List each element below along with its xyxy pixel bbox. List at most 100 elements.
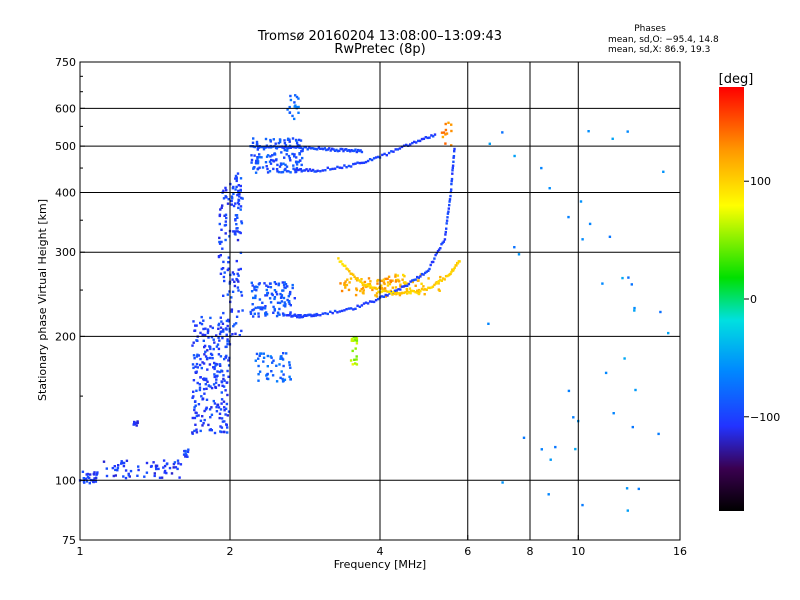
data-point (150, 464, 153, 468)
data-point (206, 331, 210, 335)
data-point (213, 366, 216, 369)
data-point (294, 170, 297, 174)
data-point (250, 161, 253, 164)
data-point (206, 368, 209, 371)
data-point (399, 292, 402, 295)
data-point (451, 169, 454, 172)
data-point (221, 330, 224, 333)
data-point (308, 146, 311, 149)
data-point (356, 278, 359, 281)
data-point (286, 285, 289, 288)
data-point (289, 98, 293, 102)
data-point (346, 268, 350, 271)
data-point (355, 287, 358, 290)
data-point (416, 289, 419, 292)
data-point (132, 423, 135, 426)
data-point (255, 140, 259, 144)
data-point (344, 280, 347, 283)
data-point (285, 153, 288, 156)
data-point (236, 272, 239, 275)
data-point (226, 338, 229, 341)
data-point (283, 286, 286, 289)
data-point (206, 380, 209, 383)
data-point (355, 150, 358, 154)
data-point (366, 159, 370, 163)
data-point (336, 149, 340, 153)
data-point (355, 339, 359, 342)
data-point (198, 388, 202, 392)
data-point (296, 144, 299, 147)
data-point (342, 149, 345, 153)
data-point (219, 326, 223, 329)
data-point (195, 431, 199, 434)
data-point (382, 295, 385, 298)
data-point (265, 165, 268, 168)
data-point (288, 138, 291, 141)
data-point (303, 145, 306, 149)
data-point (389, 279, 392, 282)
data-point (284, 283, 288, 286)
data-point (231, 333, 234, 336)
data-point (266, 154, 270, 157)
data-point (158, 476, 162, 479)
data-point (447, 207, 450, 210)
data-point (273, 297, 276, 301)
data-point (340, 309, 344, 313)
data-point (193, 429, 196, 433)
data-point (201, 397, 205, 400)
data-point (219, 316, 222, 319)
data-point (194, 365, 197, 368)
data-point (162, 466, 165, 469)
data-point (416, 275, 419, 279)
data-point (349, 307, 353, 310)
data-point (282, 162, 285, 165)
data-point (165, 471, 168, 475)
data-point (374, 286, 377, 290)
data-point (611, 137, 614, 140)
data-point (273, 309, 276, 312)
data-point (237, 289, 240, 292)
data-point (270, 356, 273, 359)
data-point (219, 364, 222, 367)
data-point (203, 353, 206, 356)
data-point (228, 235, 231, 238)
chart-title-line1: Tromsø 20160204 13:08:00–13:09:43 (257, 29, 502, 44)
data-point (301, 149, 304, 153)
data-point (271, 154, 274, 157)
data-point (241, 309, 244, 312)
data-point (411, 279, 414, 282)
data-point (443, 238, 447, 241)
data-point (206, 357, 209, 360)
data-point (182, 453, 186, 456)
data-point (257, 146, 261, 149)
data-point (309, 313, 312, 316)
data-point (362, 289, 365, 292)
data-point (422, 273, 425, 276)
data-point (222, 311, 225, 315)
data-point (408, 287, 412, 290)
data-point (304, 146, 308, 149)
data-point (234, 214, 238, 217)
y-tick-label: 750 (55, 56, 76, 69)
data-point (297, 97, 300, 100)
data-point (358, 305, 361, 308)
data-point (353, 275, 356, 278)
data-point (185, 454, 188, 457)
data-point (195, 362, 199, 366)
data-point (329, 310, 332, 313)
data-point (372, 300, 376, 304)
data-point (195, 411, 198, 415)
data-point (198, 383, 201, 386)
data-point (372, 286, 375, 289)
data-point (393, 289, 397, 292)
data-point (409, 143, 412, 146)
data-point (322, 147, 325, 151)
data-point (300, 163, 303, 167)
data-point (288, 105, 291, 109)
data-point (184, 455, 187, 458)
data-point (355, 358, 358, 361)
data-point (428, 286, 431, 290)
data-point (449, 194, 452, 198)
data-point (227, 375, 230, 378)
data-point (321, 312, 324, 315)
